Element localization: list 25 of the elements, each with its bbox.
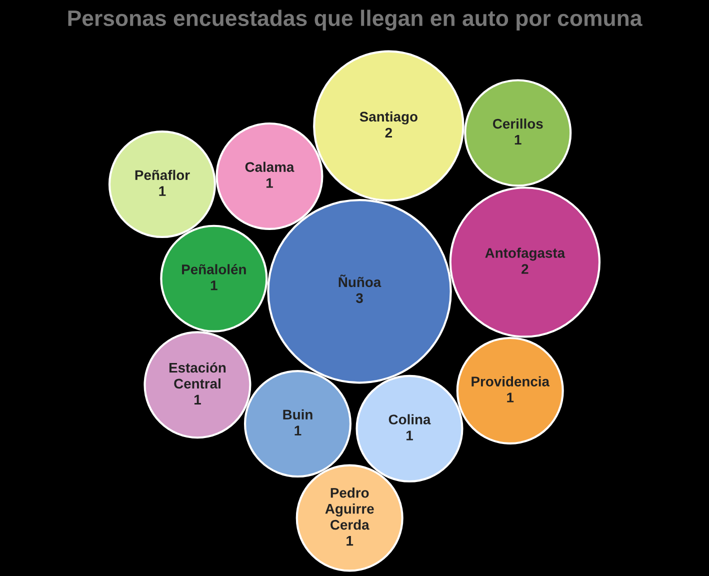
data-label: 1	[346, 536, 354, 546]
text: Personas encuestadas que llegan en auto por comuna	[68, 10, 642, 31]
data-label: 1	[266, 178, 273, 188]
category-label: Ñuñoa	[338, 274, 382, 288]
data-label: 1	[406, 430, 413, 440]
category-label: Calama	[245, 162, 294, 172]
data-label: 3	[356, 293, 363, 304]
data-label: 1	[194, 394, 201, 404]
data-label: 1	[159, 186, 166, 196]
data-label: 1	[514, 134, 522, 145]
category-label: Buin	[283, 409, 312, 420]
category-label: Estación Central	[169, 362, 226, 389]
category-label: Colina	[388, 414, 431, 424]
category-label: Cerillos	[492, 118, 543, 129]
category-label: Providencia	[472, 376, 550, 386]
category-label: Peñaflor	[135, 170, 190, 180]
data-label: 2	[385, 128, 392, 138]
data-label: 2	[522, 264, 528, 274]
data-label: 1	[294, 426, 302, 436]
category-label: Peñalolén	[182, 264, 246, 274]
category-label: Antofagasta	[485, 248, 566, 261]
category-label: Santiago	[360, 111, 418, 124]
category-label: Pedro Aguirre Cerda	[325, 488, 374, 530]
data-label: 1	[210, 280, 218, 290]
data-label: 1	[507, 392, 514, 402]
